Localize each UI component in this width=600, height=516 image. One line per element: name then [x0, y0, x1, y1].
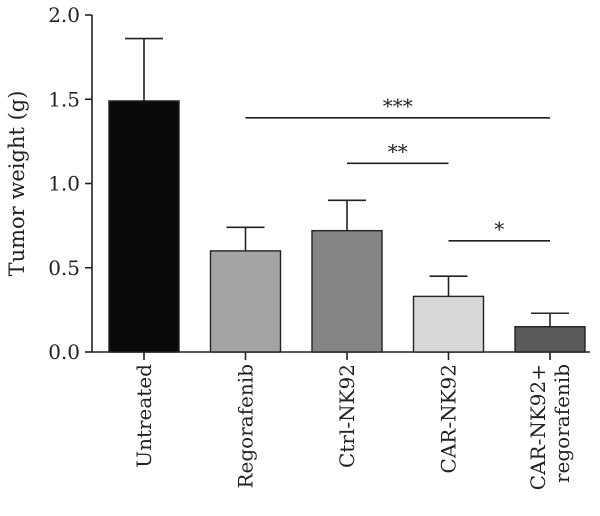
significance-brackets: ****** — [245, 94, 550, 242]
significance-label: ** — [388, 139, 408, 163]
y-tick-label: 0.5 — [48, 256, 80, 280]
x-category-label: Ctrl-NK92 — [335, 364, 359, 468]
bar — [108, 100, 180, 353]
y-ticks: 0.0 0.5 1.0 1.5 2.0 — [48, 3, 92, 364]
significance-label: * — [494, 217, 504, 241]
y-axis-title: Tumor weight (g) — [5, 91, 29, 277]
y-axis: 0.0 0.5 1.0 1.5 2.0 Tumor weight (g) — [5, 3, 93, 364]
x-ticks: Untreated Regorafenib Ctrl-NK92 CAR-NK92 CAR… — [132, 352, 574, 490]
y-tick-label: 1.0 — [48, 172, 80, 196]
bar — [412, 295, 485, 353]
x-category-label: CAR-NK92 — [437, 364, 461, 473]
bar — [311, 229, 383, 353]
bar — [514, 326, 586, 353]
y-tick-label: 0.0 — [48, 340, 80, 364]
significance-label: *** — [383, 94, 413, 118]
x-axis: Untreated Regorafenib Ctrl-NK92 CAR-NK92 CAR… — [92, 351, 590, 490]
x-category-label: CAR-NK92+ — [526, 364, 550, 490]
y-tick-label: 2.0 — [48, 3, 80, 27]
bars — [108, 100, 586, 353]
x-category-label: Regorafenib — [234, 364, 258, 489]
y-tick-label: 1.5 — [48, 87, 80, 111]
x-category-label: Untreated — [132, 364, 156, 468]
error-bars — [125, 37, 569, 327]
x-category-label: regorafenib — [550, 364, 574, 483]
bar — [209, 250, 282, 353]
